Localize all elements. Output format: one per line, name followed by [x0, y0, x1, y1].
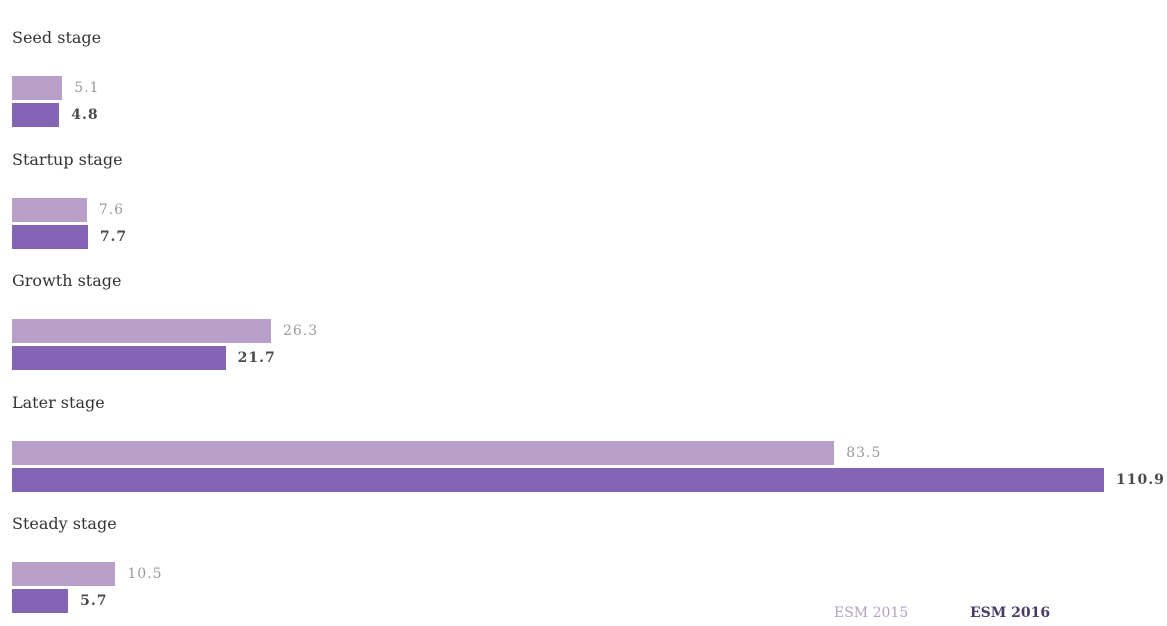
legend-item-esm-2016: ESM 2016: [970, 605, 1051, 621]
value-label-later-stage-esm-2015: 83.5: [846, 444, 882, 461]
value-label-growth-stage-esm-2016: 21.7: [237, 350, 276, 366]
value-label-growth-stage-esm-2015: 26.3: [282, 323, 319, 339]
bar-steady-stage-esm-2015: [12, 562, 116, 586]
category-label-startup-stage: Startup stage: [12, 149, 123, 169]
category-label-seed-stage: Seed stage: [12, 28, 102, 47]
bar-seed-stage-esm-2015: [12, 76, 63, 100]
bar-startup-stage-esm-2015: [12, 197, 87, 222]
legend-item-esm-2015: ESM 2015: [834, 605, 909, 621]
bar-growth-stage-esm-2015: [12, 319, 271, 343]
bar-startup-stage-esm-2016: [12, 224, 88, 249]
value-label-startup-stage-esm-2016: 7.7: [99, 228, 128, 245]
value-label-seed-stage-esm-2016: 4.8: [71, 107, 99, 123]
value-label-seed-stage-esm-2015: 5.1: [74, 80, 100, 96]
category-label-growth-stage: Growth stage: [12, 271, 122, 290]
bar-steady-stage-esm-2016: [12, 589, 69, 613]
value-label-steady-stage-esm-2016: 5.7: [80, 593, 108, 609]
bar-seed-stage-esm-2016: [12, 103, 60, 127]
category-label-later-stage: Later stage: [12, 392, 105, 412]
bar-growth-stage-esm-2016: [12, 346, 226, 370]
bar-later-stage-esm-2015: [12, 440, 835, 465]
value-label-later-stage-esm-2016: 110.9: [1116, 471, 1165, 488]
category-label-steady-stage: Steady stage: [12, 514, 117, 533]
bar-later-stage-esm-2016: [12, 467, 1104, 492]
value-label-steady-stage-esm-2015: 10.5: [127, 566, 163, 582]
value-label-startup-stage-esm-2015: 7.6: [98, 201, 125, 218]
